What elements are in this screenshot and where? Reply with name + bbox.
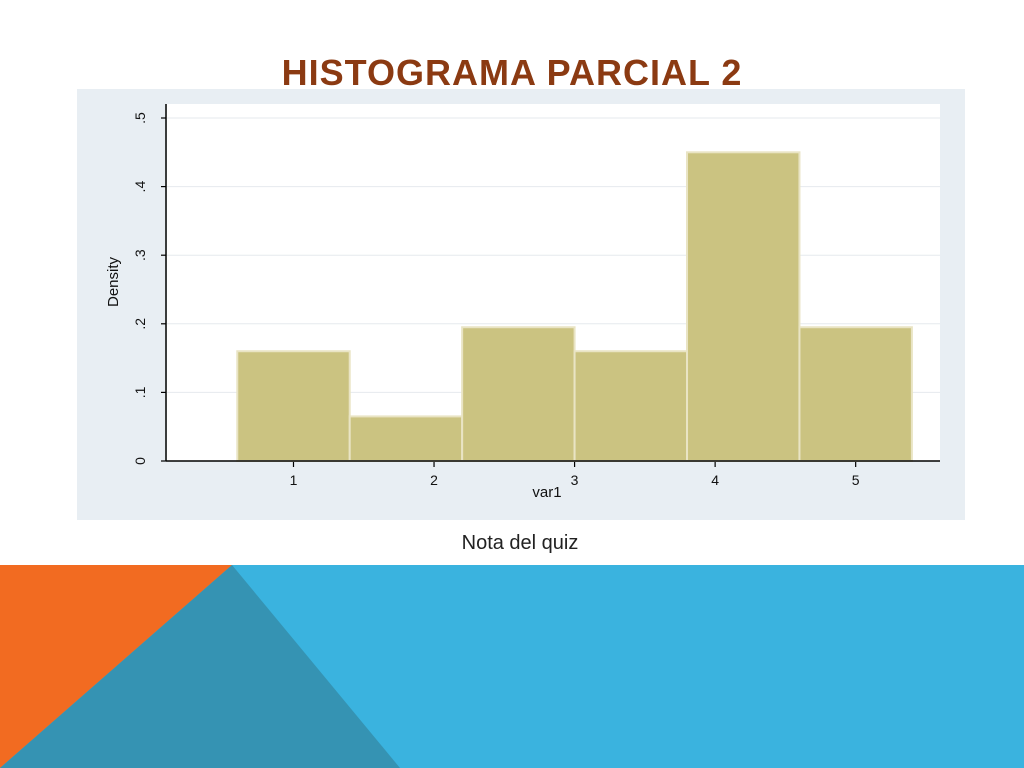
histogram-bar xyxy=(686,151,801,463)
histogram-bar xyxy=(573,350,689,462)
y-tick-label: .4 xyxy=(132,181,148,193)
x-tick-label: 1 xyxy=(290,472,298,488)
y-axis-title: Density xyxy=(105,256,122,307)
histogram-chart: 0 .1 .2 .3 .4 .5 1 2 3 4 5 Density var1 xyxy=(77,89,965,520)
y-ticks: 0 .1 .2 .3 .4 .5 xyxy=(132,112,166,465)
histogram-bar xyxy=(348,415,464,463)
x-ticks: 1 2 3 4 5 xyxy=(290,462,860,488)
histogram-bar xyxy=(461,326,576,462)
chart-caption: Nota del quiz xyxy=(461,532,579,554)
footer-decoration xyxy=(0,565,1024,768)
footer-teal-triangle xyxy=(0,565,400,768)
x-axis-title: var1 xyxy=(532,484,561,501)
x-tick-label: 2 xyxy=(430,472,438,488)
y-tick-label: .1 xyxy=(132,386,148,398)
x-tick-label: 4 xyxy=(711,472,719,488)
y-tick-label: 0 xyxy=(132,457,148,465)
histogram-bar xyxy=(798,326,913,462)
bars xyxy=(236,151,913,463)
y-tick-label: .5 xyxy=(132,112,148,124)
x-tick-label: 3 xyxy=(571,472,579,488)
histogram-bar xyxy=(236,350,351,462)
slide-title: HISTOGRAMA PARCIAL 2 xyxy=(281,52,743,93)
x-tick-label: 5 xyxy=(852,472,860,488)
y-tick-label: .3 xyxy=(132,249,148,261)
y-tick-label: .2 xyxy=(132,318,148,330)
histogram-svg: 0 .1 .2 .3 .4 .5 1 2 3 4 5 Density var1 xyxy=(105,104,940,501)
